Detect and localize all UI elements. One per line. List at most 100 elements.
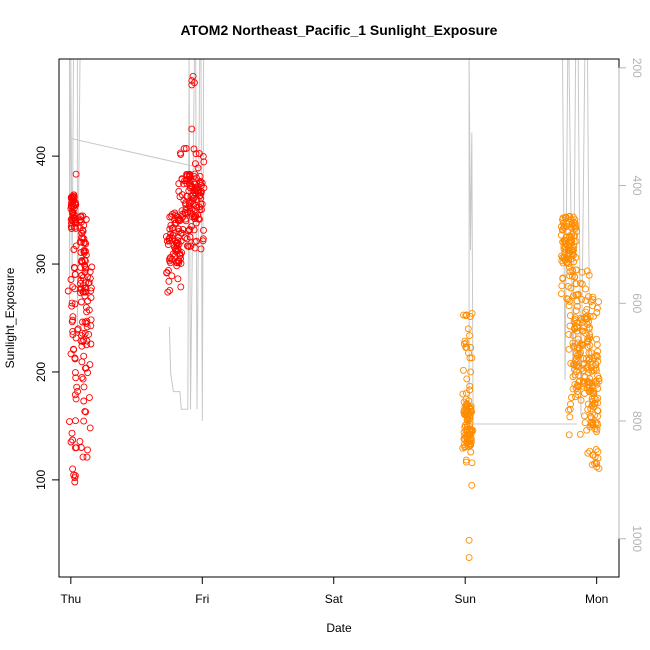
- data-point: [80, 249, 88, 257]
- data-point: [571, 316, 579, 324]
- data-point: [583, 305, 591, 313]
- data-point: [572, 307, 580, 315]
- data-point: [586, 375, 594, 382]
- data-point: [589, 451, 597, 459]
- data-point: [87, 287, 95, 295]
- data-point: [85, 394, 93, 402]
- data-point: [88, 263, 96, 271]
- data-point: [84, 297, 92, 305]
- data-point: [78, 272, 86, 280]
- data-point: [465, 349, 472, 357]
- data-point: [573, 381, 581, 389]
- y2-tick-label: 400: [630, 176, 644, 196]
- data-point: [588, 395, 596, 403]
- data-point: [567, 359, 575, 367]
- data-point: [570, 232, 578, 240]
- data-point: [82, 364, 90, 372]
- data-point: [566, 413, 574, 421]
- data-point: [189, 191, 197, 199]
- data-point: [80, 417, 88, 425]
- data-point: [176, 149, 184, 157]
- data-point: [579, 327, 587, 335]
- data-point: [594, 448, 602, 456]
- chart-title: ATOM2 Northeast_Pacific_1 Sunlight_Expos…: [181, 22, 498, 38]
- data-point: [593, 341, 601, 349]
- data-point: [571, 371, 579, 379]
- data-point: [465, 554, 473, 562]
- data-point: [165, 277, 173, 285]
- data-point: [178, 207, 186, 215]
- data-point: [587, 413, 594, 420]
- data-point: [86, 268, 94, 276]
- data-point: [594, 347, 602, 355]
- secondary-line-segment: [468, 58, 577, 425]
- data-point: [565, 249, 573, 257]
- data-point: [589, 398, 597, 405]
- data-point: [576, 430, 584, 438]
- y2-tick-label: 600: [630, 293, 644, 313]
- data-point: [565, 431, 573, 439]
- x-tick-label: Sat: [325, 592, 344, 606]
- data-point: [586, 355, 593, 363]
- data-point: [459, 390, 467, 398]
- data-point: [68, 225, 76, 232]
- data-point: [467, 368, 475, 376]
- data-point: [559, 225, 567, 233]
- data-point: [82, 216, 90, 223]
- data-point: [586, 323, 593, 331]
- data-point: [178, 191, 186, 199]
- data-point: [566, 322, 574, 330]
- data-point: [582, 313, 590, 320]
- data-point: [68, 219, 75, 227]
- x-tick-label: Fri: [195, 592, 209, 606]
- data-point: [71, 391, 79, 399]
- data-point: [565, 330, 573, 338]
- data-point: [591, 378, 599, 386]
- data-point: [200, 158, 208, 166]
- data-point: [81, 239, 89, 246]
- data-point: [69, 316, 77, 324]
- data-point: [185, 200, 193, 208]
- data-point: [570, 258, 578, 266]
- data-point: [173, 242, 181, 250]
- data-point: [72, 417, 79, 425]
- data-point: [591, 425, 599, 433]
- data-point: [567, 284, 575, 292]
- data-point: [182, 201, 190, 209]
- data-point: [461, 443, 469, 451]
- data-point: [164, 266, 172, 274]
- data-point: [567, 400, 574, 408]
- data-point: [468, 481, 476, 489]
- data-point: [468, 459, 476, 467]
- data-point: [163, 268, 171, 276]
- data-point: [464, 325, 472, 333]
- data-point: [568, 394, 575, 401]
- data-point: [190, 145, 198, 153]
- data-point: [71, 369, 79, 377]
- y2-tick-label: 1000: [630, 525, 644, 552]
- data-point: [72, 395, 80, 403]
- data-point: [168, 272, 176, 280]
- data-point: [459, 366, 467, 374]
- data-point: [189, 72, 197, 80]
- data-point: [200, 226, 207, 234]
- y-tick-label: 100: [34, 470, 48, 490]
- data-point: [589, 293, 597, 301]
- data-point: [465, 536, 473, 544]
- data-point: [68, 299, 76, 307]
- data-point: [557, 290, 565, 298]
- data-point: [460, 340, 468, 348]
- data-point: [67, 215, 75, 223]
- y2-tick-label: 200: [630, 58, 644, 78]
- data-point: [184, 227, 192, 235]
- data-point: [583, 338, 591, 346]
- points-layer: [64, 72, 603, 562]
- series-1: [64, 72, 208, 486]
- data-point: [592, 446, 600, 453]
- y-tick-label: 200: [34, 362, 48, 382]
- data-point: [175, 187, 183, 195]
- data-point: [80, 352, 88, 360]
- data-point: [593, 304, 601, 312]
- data-point: [560, 254, 568, 262]
- data-point: [572, 393, 579, 401]
